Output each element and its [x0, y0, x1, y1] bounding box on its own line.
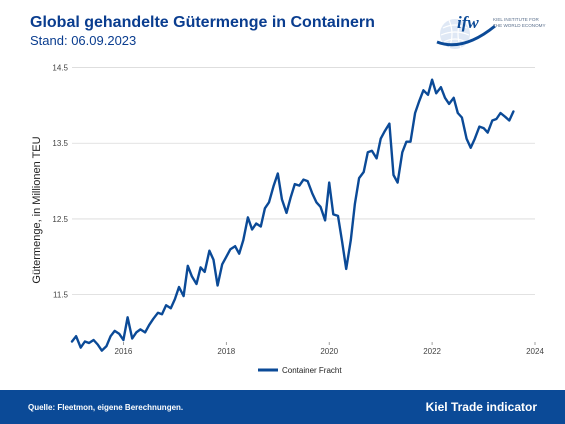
logo-mark: ifw: [457, 13, 479, 32]
page-title: Global gehandelte Gütermenge in Containe…: [30, 14, 375, 31]
x-tick-label: 2024: [526, 347, 544, 356]
x-tick-label: 2020: [320, 347, 338, 356]
y-tick-label: 13.5: [52, 139, 68, 148]
y-tick-label: 14.5: [52, 64, 68, 73]
y-tick-label: 12.5: [52, 215, 68, 224]
legend: Container Fracht: [258, 366, 342, 375]
y-tick-label: 11.5: [53, 291, 69, 300]
logo-text-line1: KIEL INSTITUTE FOR: [493, 17, 539, 22]
x-tick-label: 2018: [217, 347, 235, 356]
line-chart: 11.5 12.5 13.5 14.5 2016 2018 2020 2022 2024 Güt…: [31, 64, 544, 375]
ifw-logo: ifw KIEL INSTITUTE FOR THE WORLD ECONOMY: [436, 13, 546, 49]
logo-text-line2: THE WORLD ECONOMY: [493, 23, 546, 28]
source-note: Quelle: Fleetmon, eigene Berechnungen.: [28, 403, 184, 412]
x-tick-label: 2016: [115, 347, 133, 356]
x-tick-label: 2022: [423, 347, 441, 356]
page-subtitle: Stand: 06.09.2023: [30, 33, 137, 48]
legend-label: Container Fracht: [282, 366, 342, 375]
footer-bar: Quelle: Fleetmon, eigene Berechnungen. K…: [0, 390, 565, 424]
brand-label: Kiel Trade indicator: [425, 400, 537, 414]
series-line-container-fracht: [70, 78, 515, 352]
globe-icon: [436, 19, 496, 49]
y-axis-label: Gütermenge, in Millionen TEU: [31, 136, 43, 283]
